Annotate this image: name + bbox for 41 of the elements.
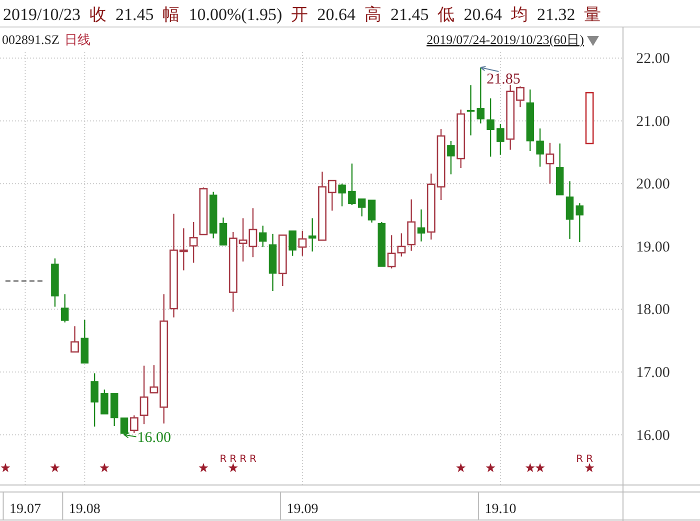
y-tick-label: 17.00 [636,365,670,382]
annotation: R [249,454,256,465]
candlestick [268,233,277,292]
candlestick [466,84,475,136]
candlestick [278,234,287,287]
candlestick [585,92,594,144]
chart-subtitle: 002891.SZ 日线 [2,32,90,47]
candlestick [566,180,574,240]
y-tick-label: 21.00 [636,114,670,130]
candlestick [536,128,544,168]
chart-title: 2019/10/23 收 21.45 幅 10.00%(1.95) 开 20.64 高 21.45 低 20.64 均 21.32 量 [3,5,602,24]
y-tick-label: 19.00 [636,239,670,256]
candlestick [486,98,494,158]
x-tick-label: 19.09 [286,502,318,517]
y-tick-label: 18.00 [636,302,670,318]
x-tick-label: 19.07 [10,502,41,517]
candlestick [308,218,316,252]
annotation: R [230,454,237,465]
x-tick-label: 19.08 [68,502,100,517]
annotation: R [576,454,584,465]
x-tick-label: 19.10 [484,502,516,517]
candlestick [378,221,386,267]
annotation: 2019/07/24-2019/10/23(60日) [426,32,584,47]
annotation: R [586,454,594,465]
candlestick [556,142,564,196]
y-tick-label: 20.00 [636,176,670,193]
y-tick-label: 16.00 [636,428,670,444]
annotation: R [240,454,247,465]
candlestick [476,66,485,124]
y-tick-label: 22.00 [636,51,670,68]
candlestick [80,319,89,364]
candlestick [70,326,79,353]
candlestick [576,202,584,243]
candlestick [546,142,554,184]
candlestick [526,88,534,152]
candlestick [219,216,228,246]
candlestick [189,221,198,264]
annotation: 16.00 [137,430,171,446]
candlestick [417,208,426,242]
candlestick [368,200,376,224]
annotation: R [220,454,227,465]
